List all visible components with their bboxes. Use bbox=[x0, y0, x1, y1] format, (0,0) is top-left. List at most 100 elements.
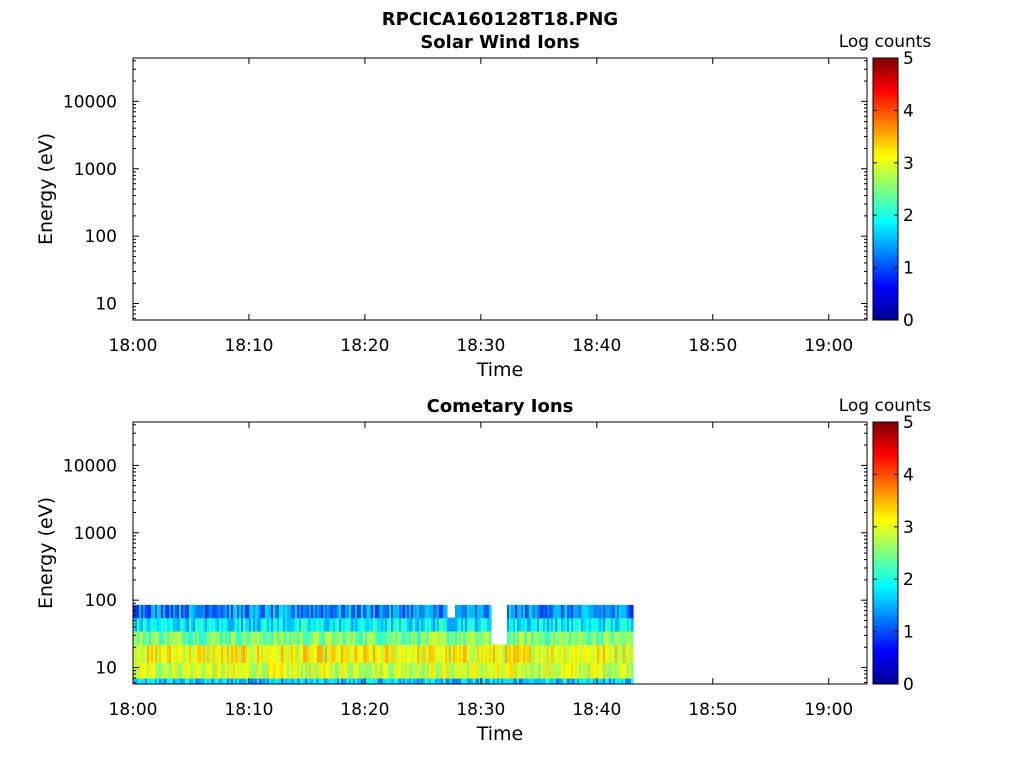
heatmap-cell bbox=[221, 662, 224, 679]
heatmap-cell bbox=[575, 617, 578, 632]
heatmap-cell bbox=[371, 662, 374, 679]
heatmap-cell bbox=[233, 604, 236, 619]
heatmap-cell bbox=[507, 677, 510, 684]
heatmap-cell bbox=[405, 604, 408, 619]
heatmap-cell bbox=[583, 617, 586, 632]
heatmap-cell bbox=[191, 644, 194, 663]
heatmap-cell bbox=[213, 630, 216, 646]
heatmap-cell bbox=[275, 644, 278, 663]
heatmap-cell bbox=[183, 644, 186, 663]
heatmap-cell bbox=[311, 662, 314, 679]
heatmap-cell bbox=[601, 604, 604, 619]
heatmap-cell bbox=[517, 662, 520, 679]
heatmap-cell bbox=[547, 662, 550, 679]
heatmap-cell bbox=[385, 617, 388, 632]
x-tick-label: 18:20 bbox=[340, 700, 389, 720]
heatmap-cell bbox=[621, 617, 624, 632]
heatmap-cell bbox=[195, 630, 198, 646]
heatmap-cell bbox=[165, 617, 168, 632]
heatmap-cell bbox=[485, 630, 488, 646]
heatmap-cell bbox=[251, 662, 254, 679]
heatmap-cell bbox=[483, 677, 486, 684]
heatmap-cell bbox=[571, 617, 574, 632]
heatmap-cell bbox=[285, 644, 288, 663]
heatmap-cell bbox=[225, 662, 228, 679]
heatmap-cell bbox=[475, 604, 478, 619]
heatmap-cell bbox=[365, 644, 368, 663]
heatmap-cell bbox=[583, 677, 586, 684]
heatmap-cell bbox=[337, 677, 340, 684]
heatmap-cell bbox=[553, 677, 556, 684]
heatmap-cell bbox=[471, 644, 474, 663]
heatmap-cell bbox=[345, 662, 348, 679]
heatmap-cell bbox=[473, 662, 476, 679]
heatmap-cell bbox=[179, 630, 182, 646]
heatmap-cell bbox=[417, 630, 420, 646]
heatmap-cell bbox=[161, 662, 164, 679]
heatmap-cell bbox=[601, 662, 604, 679]
heatmap-cell bbox=[281, 617, 284, 632]
heatmap-cell bbox=[559, 644, 562, 663]
heatmap-cell bbox=[391, 617, 394, 632]
heatmap-cell bbox=[331, 604, 334, 619]
heatmap-cell bbox=[181, 630, 184, 646]
heatmap-cell bbox=[477, 644, 480, 663]
heatmap-cell bbox=[499, 677, 502, 684]
heatmap-cell bbox=[169, 677, 172, 684]
heatmap-cell bbox=[535, 630, 538, 646]
heatmap-cell bbox=[603, 662, 606, 679]
heatmap-cell bbox=[625, 630, 628, 646]
heatmap-cell bbox=[219, 662, 222, 679]
heatmap-cell bbox=[141, 644, 144, 663]
heatmap-cell bbox=[327, 662, 330, 679]
heatmap-cell bbox=[411, 677, 414, 684]
heatmap-cell bbox=[225, 604, 228, 619]
heatmap-cell bbox=[525, 630, 528, 646]
heatmap-cell bbox=[283, 662, 286, 679]
x-tick-label: 18:30 bbox=[456, 336, 505, 356]
heatmap-cell bbox=[513, 604, 516, 619]
heatmap-cell bbox=[241, 677, 244, 684]
heatmap-cell bbox=[315, 630, 318, 646]
heatmap-cell bbox=[185, 617, 188, 632]
heatmap-cell bbox=[153, 677, 156, 684]
heatmap-cell bbox=[629, 617, 632, 632]
heatmap-cell bbox=[329, 662, 332, 679]
heatmap-cell bbox=[469, 662, 472, 679]
heatmap-cell bbox=[331, 644, 334, 663]
heatmap-cell bbox=[595, 662, 598, 679]
heatmap-cell bbox=[165, 630, 168, 646]
heatmap-cell bbox=[283, 604, 286, 619]
heatmap-cell bbox=[377, 604, 380, 619]
heatmap-cell bbox=[185, 677, 188, 684]
heatmap-cell bbox=[461, 630, 464, 646]
heatmap-cell bbox=[157, 630, 160, 646]
heatmap-cell bbox=[147, 644, 150, 663]
heatmap-cell bbox=[573, 604, 576, 619]
heatmap-cell bbox=[359, 617, 362, 632]
heatmap-cell bbox=[591, 662, 594, 679]
heatmap-cell bbox=[553, 604, 556, 619]
heatmap-cell bbox=[579, 644, 582, 663]
heatmap-cell bbox=[551, 604, 554, 619]
heatmap-cell bbox=[355, 662, 358, 679]
heatmap-cell bbox=[415, 617, 418, 632]
heatmap-cell bbox=[517, 644, 520, 663]
heatmap-cell bbox=[417, 604, 420, 619]
heatmap-cell bbox=[455, 644, 458, 663]
heatmap-cell bbox=[229, 644, 232, 663]
x-axis: 18:00 18:10 18:20 18:30 18:40 18:50 19:00 bbox=[109, 422, 853, 720]
heatmap-cell bbox=[569, 677, 572, 684]
heatmap-cell bbox=[417, 617, 420, 632]
heatmap-cell bbox=[607, 617, 610, 632]
heatmap-cell bbox=[517, 630, 520, 646]
heatmap-cell bbox=[537, 604, 540, 619]
heatmap-cell bbox=[597, 662, 600, 679]
heatmap-cell bbox=[361, 677, 364, 684]
heatmap-cell bbox=[469, 644, 472, 663]
heatmap-cell bbox=[563, 644, 566, 663]
heatmap-cell bbox=[531, 662, 534, 679]
heatmap-cell bbox=[613, 604, 616, 619]
x-axis-label: Time bbox=[476, 723, 524, 745]
heatmap-cell bbox=[577, 604, 580, 619]
